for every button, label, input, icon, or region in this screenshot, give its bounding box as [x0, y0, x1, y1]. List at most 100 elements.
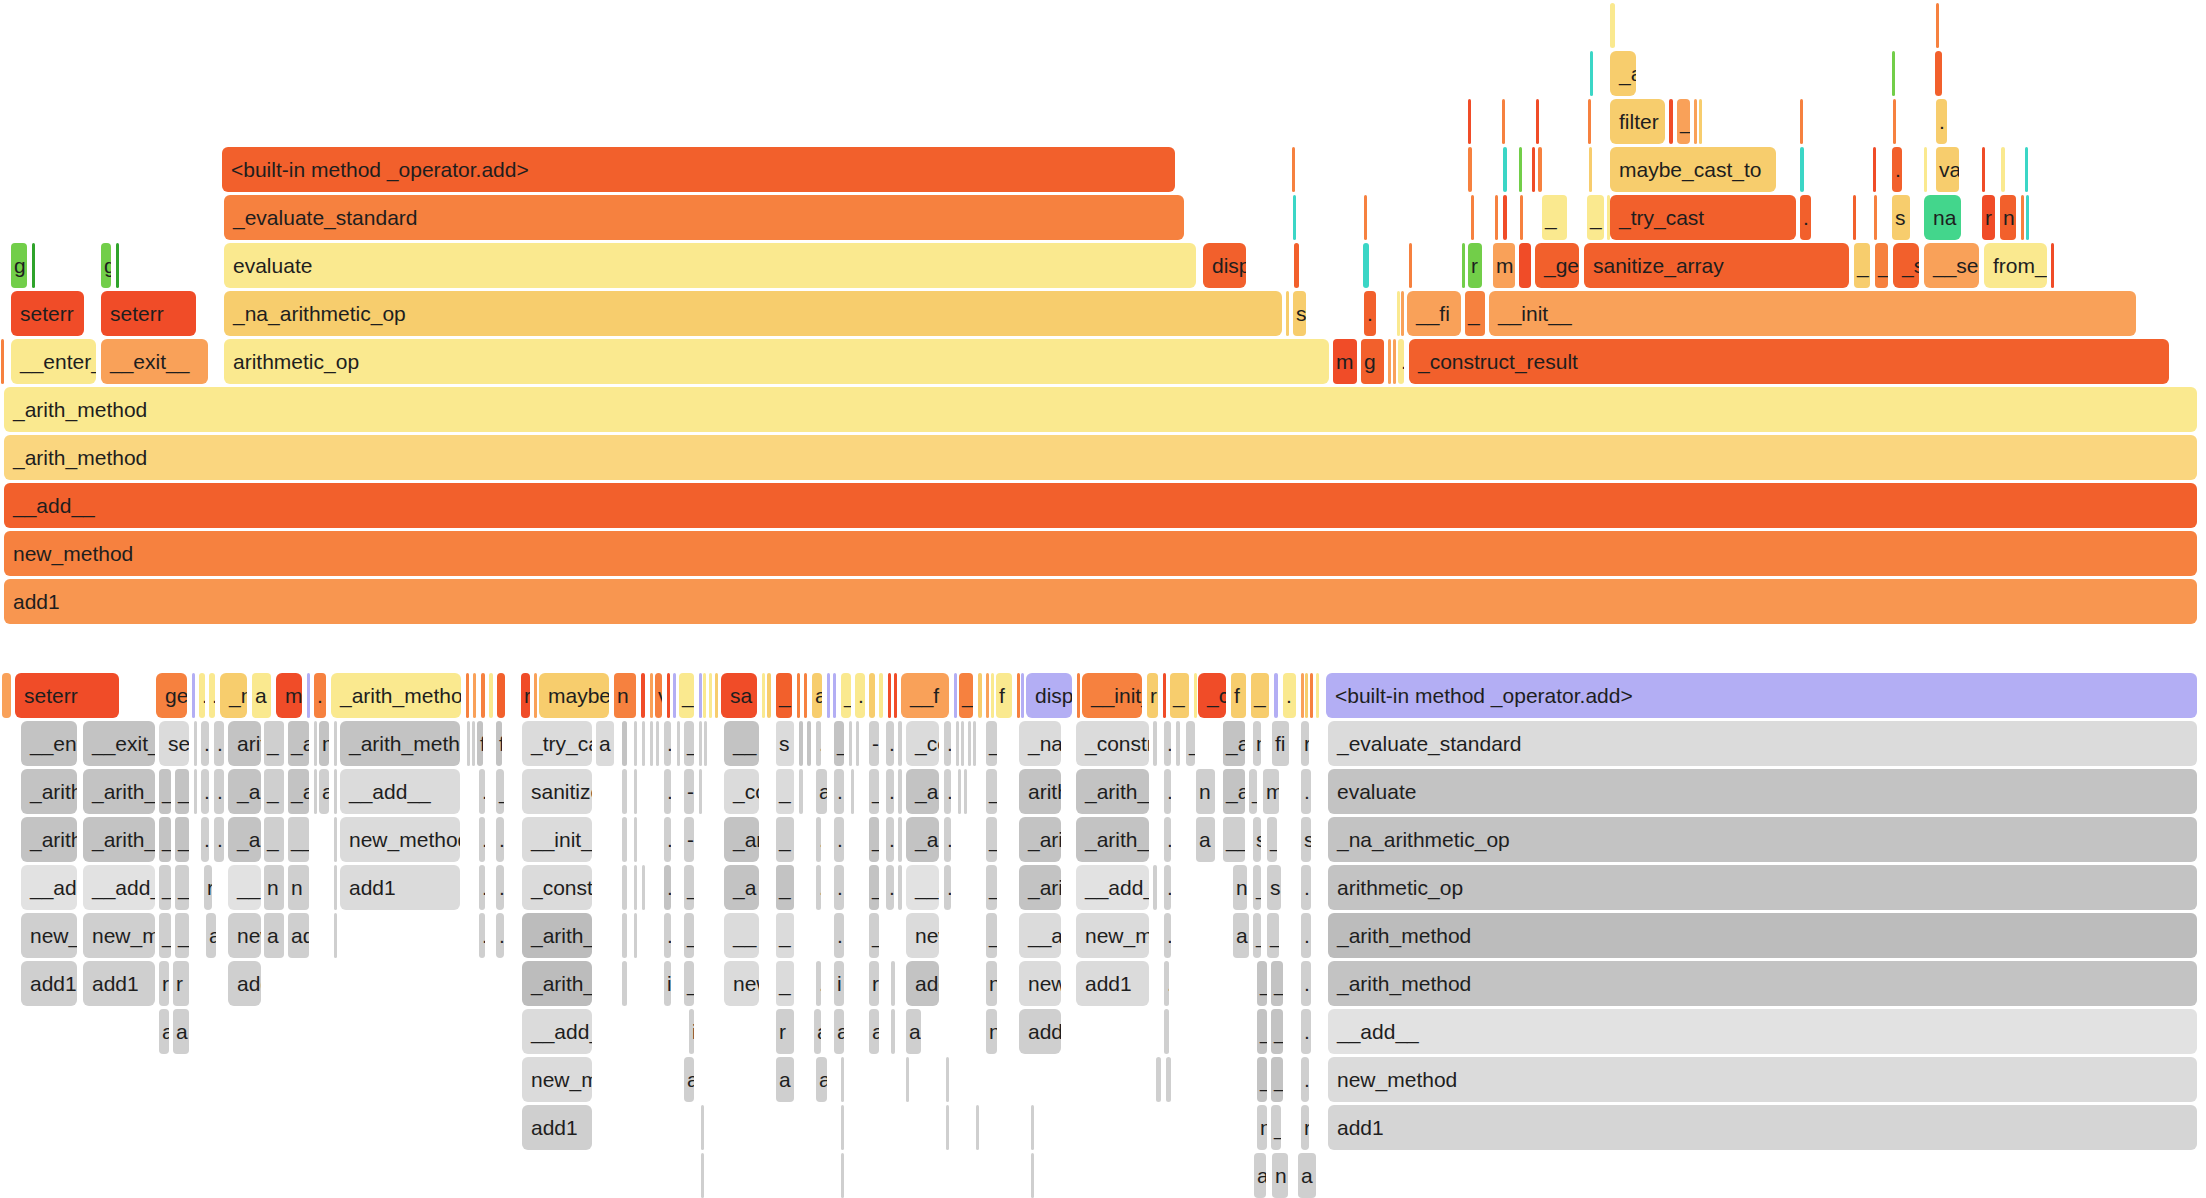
frame-sliver[interactable] [481, 673, 485, 718]
frame-_arith_method[interactable]: _arith_method [340, 721, 460, 766]
frame-sliver[interactable] [1153, 721, 1157, 766]
frame-sliver[interactable] [634, 865, 637, 910]
frame-_[interactable]: _ [1271, 1009, 1283, 1054]
frame-sliver[interactable] [797, 673, 800, 718]
frame-_[interactable]: _ [1875, 243, 1888, 288]
frame-a[interactable]: a [1298, 1153, 1316, 1198]
frame-sliver[interactable] [1194, 673, 1197, 718]
frame-a[interactable]: a [173, 1009, 189, 1054]
frame-sliver[interactable] [1292, 147, 1295, 192]
frame-sliver[interactable] [1892, 51, 1895, 96]
frame-sliver[interactable] [849, 721, 852, 766]
frame-sliver[interactable] [634, 769, 637, 814]
frame-[interactable]: - [684, 817, 694, 862]
frame-_s[interactable]: _s [1893, 243, 1919, 288]
frame-.[interactable]: . [1936, 99, 1947, 144]
frame-r[interactable]: r [521, 673, 530, 718]
frame-__add__[interactable]: __add__ [1328, 1009, 2197, 1054]
frame-maybe_cast[interactable]: maybe_cast [539, 673, 609, 718]
frame-_[interactable]: _ [175, 913, 189, 958]
frame-.[interactable]: . [944, 721, 951, 766]
frame-n[interactable]: n [288, 865, 309, 910]
frame-a[interactable]: a [1233, 913, 1249, 958]
frame-sliver[interactable] [946, 1105, 949, 1150]
frame-__[interactable]: __ [228, 865, 261, 910]
frame-.[interactable]: . [1283, 673, 1296, 718]
frame-_[interactable]: _ [986, 913, 997, 958]
frame-sliver[interactable] [334, 865, 337, 910]
frame-_[interactable]: _ [264, 817, 284, 862]
frame-.[interactable]: . [214, 817, 224, 862]
frame-sliver[interactable] [1503, 195, 1507, 240]
frame-_arith_method[interactable]: _arith_method [906, 769, 939, 814]
frame-.[interactable]: . [1164, 913, 1171, 958]
frame-.[interactable]: . [199, 673, 205, 718]
frame-sliver[interactable] [673, 673, 676, 718]
frame-_arith_method[interactable]: _arith_method [1019, 817, 1061, 862]
frame-_arith_method[interactable]: _arith_method [331, 673, 461, 718]
frame-s[interactable]: s [1892, 195, 1910, 240]
frame-sliver[interactable] [2051, 243, 2054, 288]
frame-sliver[interactable] [894, 673, 897, 718]
frame-sliver[interactable] [701, 1105, 704, 1150]
frame-_[interactable]: _ [159, 817, 171, 862]
frame-sliver[interactable] [1610, 3, 1615, 48]
frame-sliver[interactable] [1893, 99, 1896, 144]
frame-.[interactable]: . [1164, 769, 1171, 814]
frame-sliver[interactable] [1520, 195, 1523, 240]
frame-add1[interactable]: add1 [83, 961, 155, 1006]
frame-s[interactable]: s [1267, 865, 1281, 910]
frame-add1[interactable]: add1 [4, 579, 2197, 624]
frame-from_[interactable]: from_ [1984, 243, 2047, 288]
frame-f[interactable]: f [477, 721, 483, 766]
frame-.[interactable]: . [1301, 769, 1311, 814]
frame-_evaluate_standard[interactable]: _evaluate_standard [224, 195, 1184, 240]
frame-sliver[interactable] [334, 817, 337, 862]
frame-sliver[interactable] [1294, 243, 1299, 288]
frame-arithmetic_op[interactable]: arithmetic_op [1328, 865, 2197, 910]
frame-r[interactable]: r [1147, 673, 1158, 718]
frame-_arith_method[interactable]: _arith_method [522, 913, 592, 958]
frame-sliver[interactable] [1393, 339, 1396, 384]
frame-.[interactable]: . [944, 817, 951, 862]
frame-_arith_method[interactable]: _arith_method [228, 769, 261, 814]
frame-add1[interactable]: add1 [1019, 1009, 1061, 1054]
frame-_[interactable]: _ [684, 721, 694, 766]
frame-sliver[interactable] [1164, 1009, 1169, 1054]
frame-sliver[interactable] [642, 865, 645, 910]
frame-s[interactable]: s [1253, 817, 1261, 862]
frame-_construct_result[interactable]: _construct_result [906, 721, 939, 766]
frame-sliver[interactable] [1310, 673, 1313, 718]
frame-n[interactable]: n [1253, 721, 1261, 766]
frame-.[interactable]: . [1164, 961, 1169, 1006]
frame-sliver[interactable] [1316, 673, 1319, 718]
frame-n[interactable]: n [264, 865, 284, 910]
frame-sliver[interactable] [807, 721, 811, 766]
frame-i[interactable]: i [978, 673, 982, 718]
frame-.[interactable]: . [664, 913, 671, 958]
frame-sliver[interactable] [799, 721, 803, 766]
frame-_[interactable]: _ [679, 673, 694, 718]
frame-.[interactable]: . [816, 865, 821, 910]
frame-ge[interactable]: ge [156, 673, 187, 718]
frame-m[interactable]: m [319, 721, 329, 766]
frame-sliver[interactable] [1176, 721, 1180, 766]
frame-_[interactable]: _ [869, 769, 879, 814]
frame-v[interactable]: v [655, 673, 662, 718]
frame-.[interactable]: . [479, 817, 485, 862]
frame-sliver[interactable] [841, 1153, 844, 1198]
frame-.[interactable]: . [1301, 865, 1311, 910]
frame-sliver[interactable] [1468, 147, 1472, 192]
frame-__add__[interactable]: __add__ [340, 769, 460, 814]
frame-sliver[interactable] [622, 961, 627, 1006]
frame-a[interactable]: a [816, 769, 827, 814]
frame-_[interactable]: _ [1257, 1057, 1267, 1102]
frame-n[interactable]: n [1272, 1153, 1288, 1198]
frame-sliver[interactable] [1, 339, 4, 384]
frame-sliver[interactable] [1694, 99, 1697, 144]
frame-sliver[interactable] [1519, 243, 1531, 288]
frame-_[interactable]: _ [776, 865, 794, 910]
frame-.[interactable]: . [898, 721, 902, 766]
frame-sliver[interactable] [1588, 99, 1591, 144]
frame-.[interactable]: . [214, 769, 224, 814]
